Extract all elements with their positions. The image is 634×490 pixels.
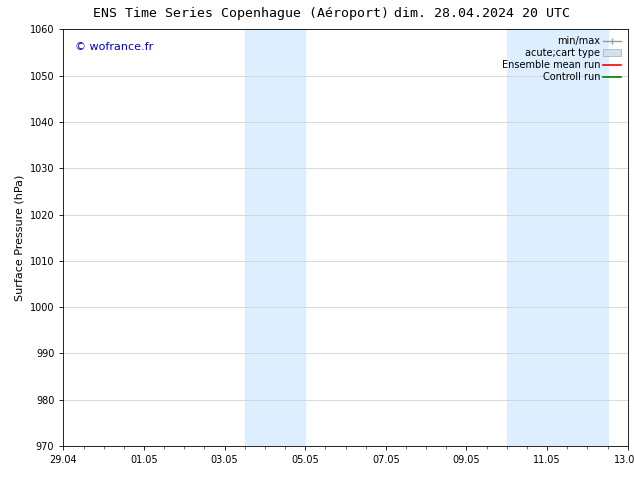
Bar: [507, 29, 607, 446]
Text: dim. 28.04.2024 20 UTC: dim. 28.04.2024 20 UTC: [394, 7, 570, 21]
Legend: min/max, acute;cart type, Ensemble mean run, Controll run: min/max, acute;cart type, Ensemble mean …: [500, 34, 623, 84]
Y-axis label: Surface Pressure (hPa): Surface Pressure (hPa): [14, 174, 24, 301]
Text: © wofrance.fr: © wofrance.fr: [75, 42, 153, 52]
Text: ENS Time Series Copenhague (Aéroport): ENS Time Series Copenhague (Aéroport): [93, 7, 389, 21]
Bar: [245, 29, 305, 446]
